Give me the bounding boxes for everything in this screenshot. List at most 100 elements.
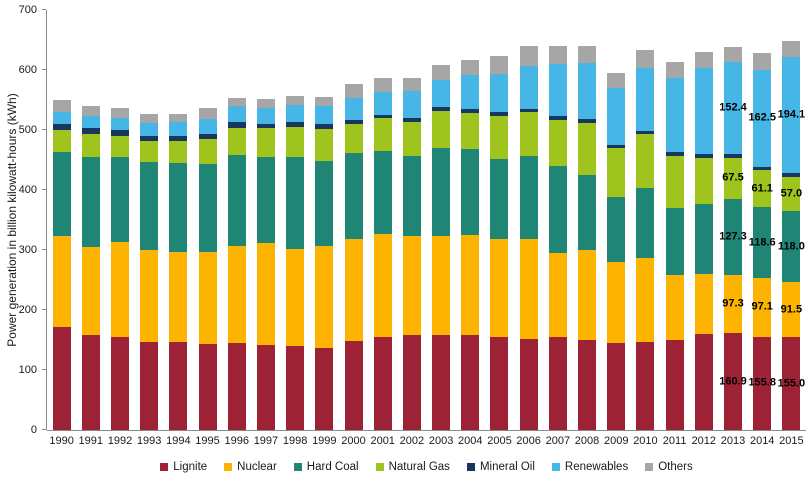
bar-segment-hard-coal-2012	[694, 204, 713, 274]
data-label-natural-gas-2014: 61.1	[751, 182, 773, 195]
bar-segment-nuclear-1999	[315, 246, 334, 349]
bar-stack-2014	[753, 53, 772, 430]
data-label-natural-gas-2013: 67.5	[722, 171, 744, 184]
bar-segment-others-1991	[81, 105, 100, 117]
bar-segment-renewables-1996	[227, 106, 246, 122]
bar-slot-2009	[602, 10, 631, 430]
bar-stack-1996	[227, 98, 246, 430]
bar-stack-2009	[607, 72, 626, 430]
bar-segment-natural-gas-2013	[724, 158, 743, 199]
bar-segment-others-2006	[519, 46, 538, 66]
bar-segment-lignite-2015	[782, 337, 801, 430]
bar-segment-renewables-1995	[198, 118, 217, 134]
bar-segment-renewables-2008	[578, 63, 597, 120]
bar-segment-natural-gas-2001	[373, 118, 392, 152]
bar-segment-others-1992	[110, 107, 129, 118]
y-tick-mark-600	[42, 69, 46, 70]
legend-item-lignite: Lignite	[160, 461, 207, 473]
bar-segment-renewables-1990	[52, 111, 71, 124]
bar-segment-others-1995	[198, 107, 217, 119]
bar-slot-2004	[456, 10, 485, 430]
bar-slot-2011	[660, 10, 689, 430]
bar-stack-1993	[140, 113, 159, 430]
bar-segment-hard-coal-2005	[490, 158, 509, 240]
bar-segment-others-1999	[315, 96, 334, 107]
bar-segment-others-2010	[636, 50, 655, 69]
x-tick-1993: 1993	[136, 435, 162, 447]
bar-stack-1995	[198, 107, 217, 430]
bar-stack-2004	[461, 59, 480, 430]
bar-segment-lignite-2011	[665, 339, 684, 430]
y-tick-mark-400	[42, 189, 46, 190]
y-tick-700: 700	[18, 4, 37, 16]
bar-segment-renewables-2004	[461, 75, 480, 109]
legend-swatch-nuclear	[224, 463, 233, 471]
bar-segment-nuclear-2002	[402, 236, 421, 336]
bar-stack-2013	[724, 46, 743, 430]
bar-segment-hard-coal-2001	[373, 151, 392, 235]
bar-stack-2006	[519, 46, 538, 430]
bar-segment-lignite-2009	[607, 342, 626, 430]
bar-segment-mineral-oil-2006	[519, 108, 538, 113]
bar-segment-hard-coal-2013	[724, 198, 743, 276]
bar-segment-hard-coal-2010	[636, 187, 655, 259]
bar-segment-nuclear-1993	[140, 249, 159, 343]
bar-segment-natural-gas-1997	[256, 128, 275, 157]
bar-segment-others-2015	[782, 41, 801, 57]
legend-item-mineral-oil: Mineral Oil	[466, 461, 535, 473]
bar-segment-others-2003	[432, 64, 451, 80]
bar-segment-natural-gas-2014	[753, 170, 772, 208]
bar-stack-2005	[490, 56, 509, 430]
bar-segment-natural-gas-1999	[315, 129, 334, 161]
bar-slot-2015	[777, 10, 806, 430]
y-tick-300: 300	[18, 244, 37, 256]
bar-segment-renewables-1993	[140, 122, 159, 137]
bar-segment-hard-coal-1990	[52, 151, 71, 236]
bar-segment-nuclear-1991	[81, 246, 100, 336]
bar-segment-nuclear-1998	[286, 249, 305, 347]
y-tick-mark-0	[42, 429, 46, 430]
bar-segment-renewables-2011	[665, 77, 684, 152]
bar-segment-lignite-2014	[753, 336, 772, 430]
bar-slot-1998	[281, 10, 310, 430]
x-tick-2007: 2007	[545, 435, 571, 447]
x-tick-2004: 2004	[458, 435, 483, 447]
legend-label-others: Others	[658, 461, 693, 473]
bar-stack-2002	[402, 78, 421, 430]
bar-segment-others-2013	[724, 46, 743, 63]
bar-segment-mineral-oil-2000	[344, 120, 363, 124]
bar-segment-renewables-2002	[402, 90, 421, 118]
x-tick-1999: 1999	[312, 435, 337, 447]
legend-swatch-mineral-oil	[466, 463, 475, 471]
bar-segment-nuclear-2009	[607, 261, 626, 343]
bar-slot-2000	[339, 10, 368, 430]
bar-segment-others-2004	[461, 59, 480, 76]
bar-stack-2011	[665, 62, 684, 430]
bar-segment-nuclear-2014	[753, 278, 772, 337]
bar-slot-2014	[748, 10, 777, 430]
bar-segment-others-2001	[373, 78, 392, 92]
bar-segment-renewables-1991	[81, 116, 100, 128]
bar-segment-lignite-1998	[286, 346, 305, 430]
bar-slot-2013	[718, 10, 747, 430]
bar-segment-renewables-2006	[519, 65, 538, 109]
bar-slot-2005	[485, 10, 514, 430]
legend-item-renewables: Renewables	[551, 461, 628, 473]
bar-segment-renewables-2015	[782, 56, 801, 174]
x-tick-2006: 2006	[516, 435, 541, 447]
bar-segment-hard-coal-2007	[548, 165, 567, 253]
data-label-lignite-2015: 155.0	[777, 377, 806, 389]
bar-segment-nuclear-2001	[373, 234, 392, 338]
legend-item-others: Others	[645, 461, 693, 473]
bar-segment-mineral-oil-1994	[169, 135, 188, 142]
x-tick-2014: 2014	[749, 435, 775, 447]
bar-stack-1994	[169, 113, 188, 430]
legend-swatch-others	[645, 463, 654, 471]
bar-segment-hard-coal-2002	[402, 155, 421, 237]
bar-stack-1999	[315, 96, 334, 430]
bar-segment-renewables-2007	[548, 63, 567, 117]
bar-segment-mineral-oil-2005	[490, 111, 509, 117]
y-tick-500: 500	[18, 124, 37, 136]
data-label-lignite-2013: 160.9	[719, 375, 747, 388]
bar-segment-hard-coal-2009	[607, 196, 626, 262]
